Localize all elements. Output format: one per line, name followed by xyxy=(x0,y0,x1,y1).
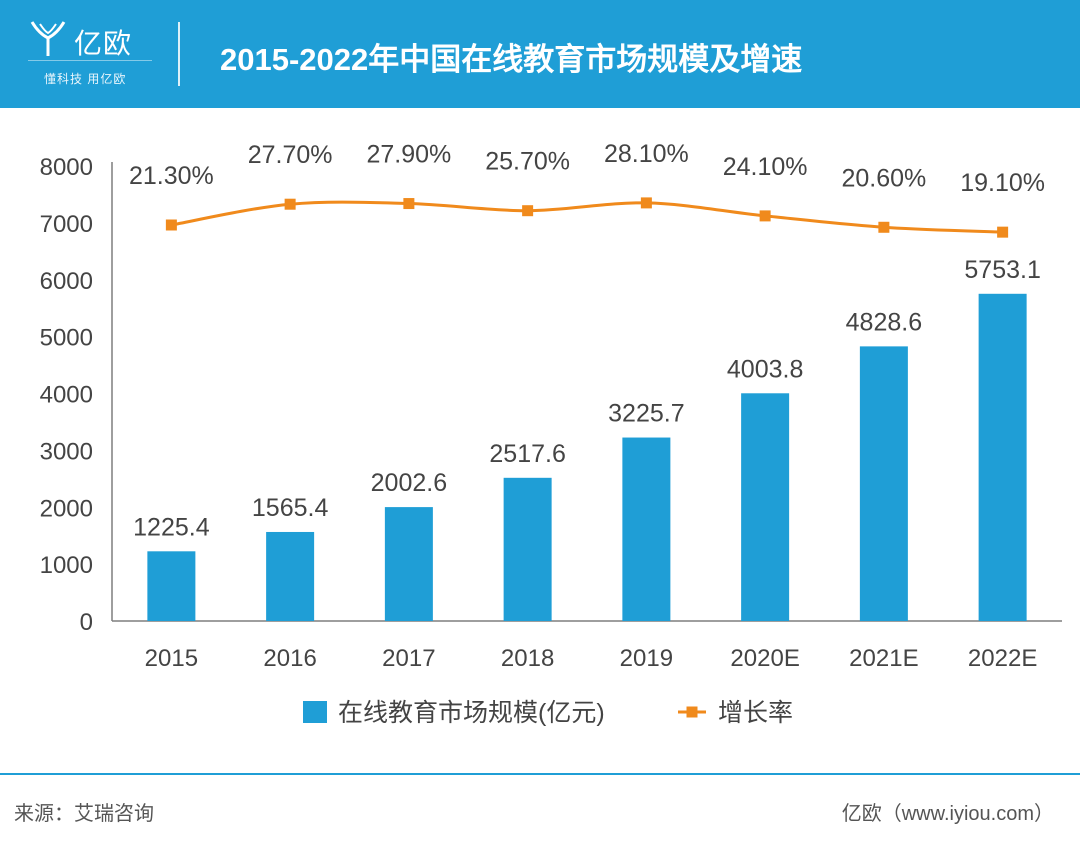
y-tick-label: 1000 xyxy=(40,552,93,579)
brand-logo: 亿欧 懂科技 用亿欧 xyxy=(28,16,153,92)
bar xyxy=(622,437,671,621)
header-separator xyxy=(178,22,180,86)
growth-rate-marker xyxy=(640,197,652,209)
bar-value-label: 2002.6 xyxy=(371,469,447,497)
bar xyxy=(266,531,315,621)
growth-rate-marker xyxy=(284,198,296,210)
growth-rate-label: 19.10% xyxy=(960,169,1045,197)
growth-rate-label: 27.90% xyxy=(366,141,451,169)
chart-area: 0 1000 2000 3000 4000 5000 6000 7000 8000 1225.4 2… xyxy=(40,140,1062,727)
growth-rate-marker xyxy=(878,221,890,233)
footer-divider xyxy=(0,773,1080,775)
header-banner: 亿欧 懂科技 用亿欧 2015-2022年中国在线教育市场规模及增速 xyxy=(0,0,1080,108)
growth-rate-marker xyxy=(165,219,177,231)
x-tick-label: 2016 xyxy=(263,645,316,672)
bar-value-label: 3225.7 xyxy=(608,400,684,428)
x-tick-label: 2019 xyxy=(620,645,673,672)
logo-y-icon xyxy=(30,21,66,56)
growth-rate-label: 27.70% xyxy=(248,141,333,169)
y-tick-label: 5000 xyxy=(40,325,93,352)
y-tick-label: 2000 xyxy=(40,495,93,522)
y-tick-label: 3000 xyxy=(40,438,93,465)
bar-value-label: 1565.4 xyxy=(252,494,329,522)
source-note: 来源：艾瑞咨询 xyxy=(14,803,154,825)
bar-value-label: 4828.6 xyxy=(846,308,922,336)
x-tick-label: 2017 xyxy=(382,645,435,672)
legend-bar-swatch xyxy=(303,701,327,723)
brand-slogan: 懂科技 用亿欧 xyxy=(44,72,127,86)
x-tick-label: 2015 xyxy=(145,645,198,672)
bar xyxy=(741,393,790,621)
credit-note: 亿欧（www.iyiou.com） xyxy=(841,803,1054,825)
legend-line-marker xyxy=(686,706,698,718)
bar-value-label: 4003.8 xyxy=(727,355,803,383)
y-tick-label: 8000 xyxy=(40,154,93,181)
brand-name: 亿欧 xyxy=(74,28,133,59)
bar-value-label: 2517.6 xyxy=(489,440,565,468)
bar xyxy=(384,507,433,621)
y-tick-label: 7000 xyxy=(40,211,93,238)
x-tick-label: 2018 xyxy=(501,645,554,672)
growth-rate-label: 21.30% xyxy=(129,162,214,190)
x-tick-label: 2020E xyxy=(730,645,799,672)
legend-line-label: 增长率 xyxy=(718,699,793,727)
growth-rate-line xyxy=(171,200,1003,234)
legend-bar-label: 在线教育市场规模(亿元) xyxy=(338,699,605,727)
growth-rate-label: 24.10% xyxy=(723,153,808,181)
bar xyxy=(147,551,196,621)
growth-rate-marker xyxy=(403,198,415,210)
bar xyxy=(978,293,1027,621)
y-tick-label: 0 xyxy=(80,609,93,636)
growth-rate-label: 25.70% xyxy=(485,148,570,176)
bar-value-label: 5753.1 xyxy=(964,256,1040,284)
growth-rate-marker xyxy=(759,210,771,222)
x-tick-label: 2021E xyxy=(849,645,918,672)
chart-title: 2015-2022年中国在线教育市场规模及增速 xyxy=(220,42,803,77)
logo-divider xyxy=(28,60,152,61)
bar xyxy=(503,477,552,621)
growth-rate-label: 20.60% xyxy=(841,164,926,192)
bar-value-label: 1225.4 xyxy=(133,513,210,541)
x-tick-label: 2022E xyxy=(968,645,1037,672)
bar xyxy=(859,346,908,621)
y-tick-label: 6000 xyxy=(40,268,93,295)
growth-rate-marker xyxy=(997,226,1009,238)
y-tick-label: 4000 xyxy=(40,382,93,409)
growth-rate-marker xyxy=(522,205,534,217)
growth-rate-label: 28.10% xyxy=(604,140,689,168)
